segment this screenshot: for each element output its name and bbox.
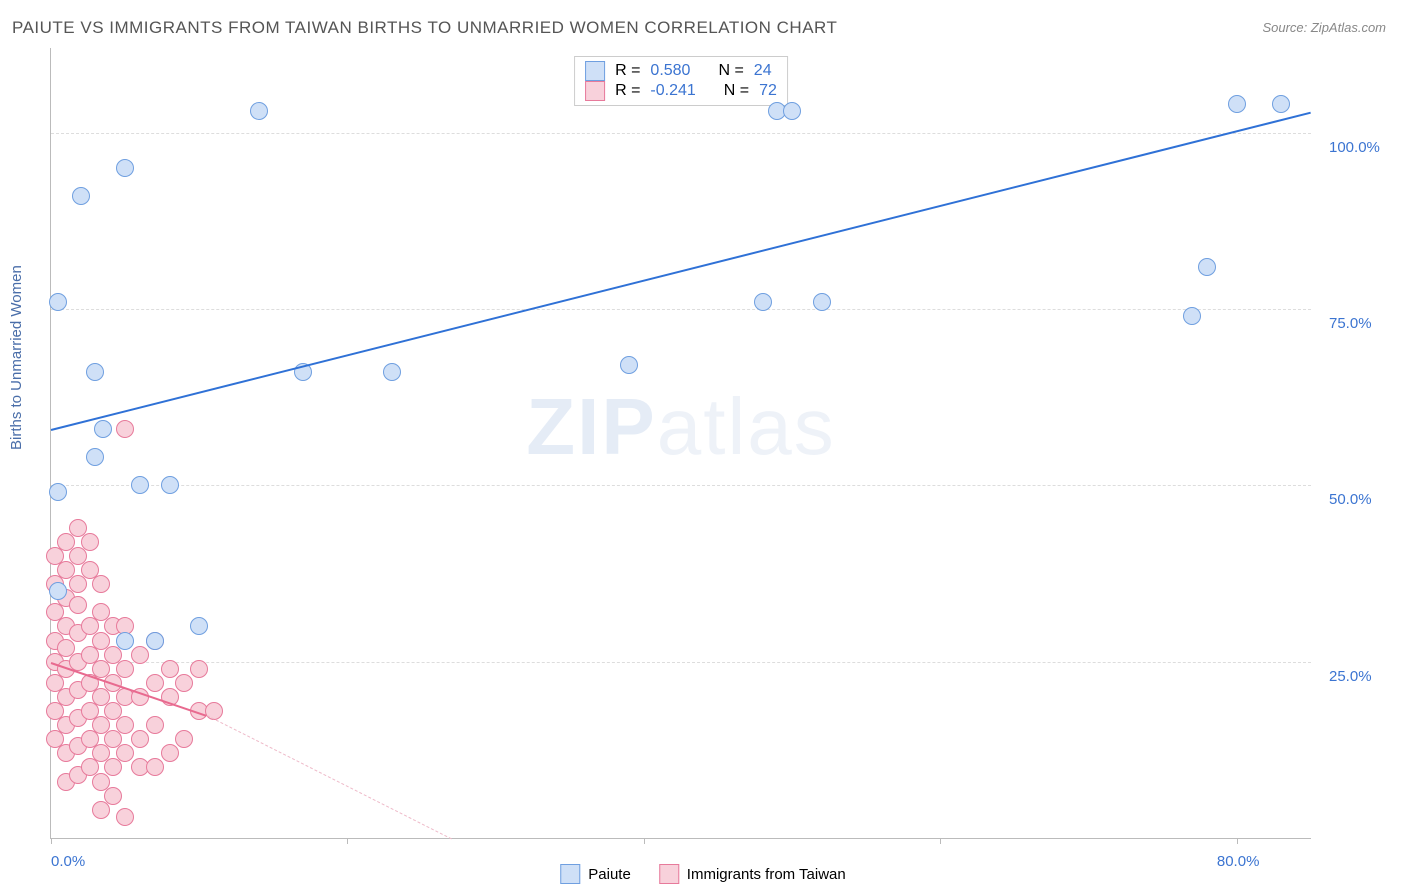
watermark-bold: ZIP bbox=[526, 382, 656, 471]
data-point bbox=[131, 476, 149, 494]
legend-n-label-0: N = bbox=[718, 62, 743, 80]
data-point bbox=[92, 575, 110, 593]
legend-r-label-0: R = bbox=[615, 62, 640, 80]
data-point bbox=[250, 102, 268, 120]
data-point bbox=[49, 582, 67, 600]
data-point bbox=[94, 420, 112, 438]
y-tick-label: 50.0% bbox=[1329, 491, 1372, 508]
legend-item-series-1: Immigrants from Taiwan bbox=[659, 864, 846, 884]
data-point bbox=[175, 674, 193, 692]
data-point bbox=[116, 420, 134, 438]
legend-n-value-1: 72 bbox=[759, 82, 777, 100]
x-tick bbox=[940, 838, 941, 844]
x-tick-label: 0.0% bbox=[51, 853, 85, 870]
legend-r-value-1: -0.241 bbox=[650, 82, 695, 100]
data-point bbox=[146, 716, 164, 734]
watermark-rest: atlas bbox=[657, 382, 836, 471]
legend-item-series-0: Paiute bbox=[560, 864, 631, 884]
data-point bbox=[116, 632, 134, 650]
x-tick bbox=[1237, 838, 1238, 844]
legend-r-label-1: R = bbox=[615, 82, 640, 100]
data-point bbox=[175, 730, 193, 748]
data-point bbox=[161, 660, 179, 678]
x-tick-label: 80.0% bbox=[1217, 853, 1260, 870]
x-tick bbox=[51, 838, 52, 844]
y-tick-label: 75.0% bbox=[1329, 315, 1372, 332]
legend-swatch-bottom-0 bbox=[560, 864, 580, 884]
data-point bbox=[146, 758, 164, 776]
legend-swatch-series-0 bbox=[585, 61, 605, 81]
data-point bbox=[813, 293, 831, 311]
data-point bbox=[383, 363, 401, 381]
data-point bbox=[783, 102, 801, 120]
data-point bbox=[161, 744, 179, 762]
data-point bbox=[116, 159, 134, 177]
legend-label-0: Paiute bbox=[588, 866, 631, 883]
y-axis-label: Births to Unmarried Women bbox=[8, 265, 25, 450]
data-point bbox=[86, 363, 104, 381]
data-point bbox=[161, 476, 179, 494]
correlation-legend: R = 0.580 N = 24 R = -0.241 N = 72 bbox=[574, 56, 788, 106]
legend-label-1: Immigrants from Taiwan bbox=[687, 866, 846, 883]
gridline bbox=[51, 309, 1311, 310]
legend-n-label-1: N = bbox=[724, 82, 749, 100]
data-point bbox=[146, 674, 164, 692]
data-point bbox=[104, 758, 122, 776]
scatter-plot-area: ZIPatlas R = 0.580 N = 24 R = -0.241 N =… bbox=[50, 48, 1311, 839]
data-point bbox=[116, 716, 134, 734]
series-legend: Paiute Immigrants from Taiwan bbox=[560, 864, 845, 884]
chart-title: PAIUTE VS IMMIGRANTS FROM TAIWAN BIRTHS … bbox=[12, 18, 837, 38]
legend-n-value-0: 24 bbox=[754, 62, 772, 80]
data-point bbox=[116, 744, 134, 762]
data-point bbox=[620, 356, 638, 374]
data-point bbox=[104, 787, 122, 805]
data-point bbox=[146, 632, 164, 650]
data-point bbox=[1198, 258, 1216, 276]
data-point bbox=[69, 596, 87, 614]
gridline bbox=[51, 485, 1311, 486]
data-point bbox=[116, 808, 134, 826]
data-point bbox=[131, 646, 149, 664]
data-point bbox=[49, 293, 67, 311]
data-point bbox=[754, 293, 772, 311]
y-tick-label: 100.0% bbox=[1329, 139, 1380, 156]
legend-swatch-series-1 bbox=[585, 81, 605, 101]
watermark: ZIPatlas bbox=[526, 381, 835, 473]
y-tick-label: 25.0% bbox=[1329, 668, 1372, 685]
legend-row-series-1: R = -0.241 N = 72 bbox=[585, 81, 777, 101]
legend-swatch-bottom-1 bbox=[659, 864, 679, 884]
data-point bbox=[86, 448, 104, 466]
data-point bbox=[92, 801, 110, 819]
data-point bbox=[49, 483, 67, 501]
data-point bbox=[72, 187, 90, 205]
x-tick bbox=[644, 838, 645, 844]
data-point bbox=[1228, 95, 1246, 113]
data-point bbox=[69, 575, 87, 593]
trend-line bbox=[51, 112, 1311, 431]
x-tick bbox=[347, 838, 348, 844]
data-point bbox=[1183, 307, 1201, 325]
gridline bbox=[51, 662, 1311, 663]
gridline bbox=[51, 133, 1311, 134]
data-point bbox=[116, 660, 134, 678]
legend-r-value-0: 0.580 bbox=[650, 62, 690, 80]
data-point bbox=[205, 702, 223, 720]
data-point bbox=[190, 660, 208, 678]
data-point bbox=[81, 533, 99, 551]
data-point bbox=[1272, 95, 1290, 113]
data-point bbox=[131, 730, 149, 748]
data-point bbox=[190, 617, 208, 635]
source-attribution: Source: ZipAtlas.com bbox=[1262, 20, 1386, 35]
trend-line bbox=[206, 715, 451, 839]
legend-row-series-0: R = 0.580 N = 24 bbox=[585, 61, 777, 81]
